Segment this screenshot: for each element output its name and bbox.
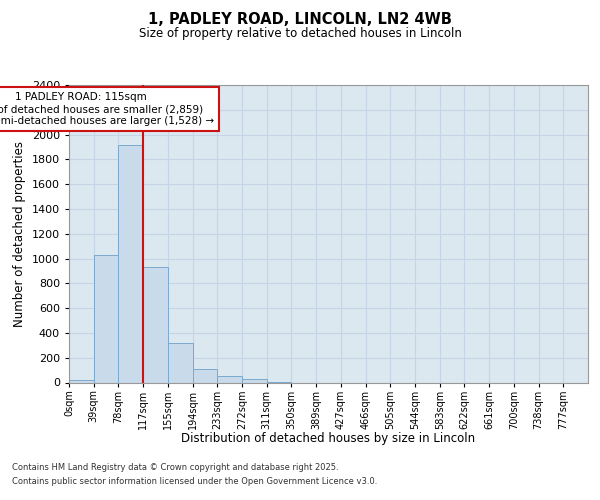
Text: Contains public sector information licensed under the Open Government Licence v3: Contains public sector information licen… bbox=[12, 477, 377, 486]
Bar bbox=[143, 267, 168, 382]
Bar bbox=[168, 343, 193, 382]
Text: 1, PADLEY ROAD, LINCOLN, LN2 4WB: 1, PADLEY ROAD, LINCOLN, LN2 4WB bbox=[148, 12, 452, 28]
Bar bbox=[242, 379, 267, 382]
Text: Size of property relative to detached houses in Lincoln: Size of property relative to detached ho… bbox=[139, 28, 461, 40]
X-axis label: Distribution of detached houses by size in Lincoln: Distribution of detached houses by size … bbox=[181, 432, 476, 444]
Text: Contains HM Land Registry data © Crown copyright and database right 2025.: Contains HM Land Registry data © Crown c… bbox=[12, 464, 338, 472]
Bar bbox=[94, 256, 118, 382]
Text: 1 PADLEY ROAD: 115sqm
← 65% of detached houses are smaller (2,859)
35% of semi-d: 1 PADLEY ROAD: 115sqm ← 65% of detached … bbox=[0, 92, 214, 126]
Bar bbox=[69, 380, 94, 382]
Bar bbox=[118, 144, 143, 382]
Bar bbox=[217, 376, 242, 382]
Y-axis label: Number of detached properties: Number of detached properties bbox=[13, 141, 26, 327]
Bar bbox=[193, 369, 217, 382]
